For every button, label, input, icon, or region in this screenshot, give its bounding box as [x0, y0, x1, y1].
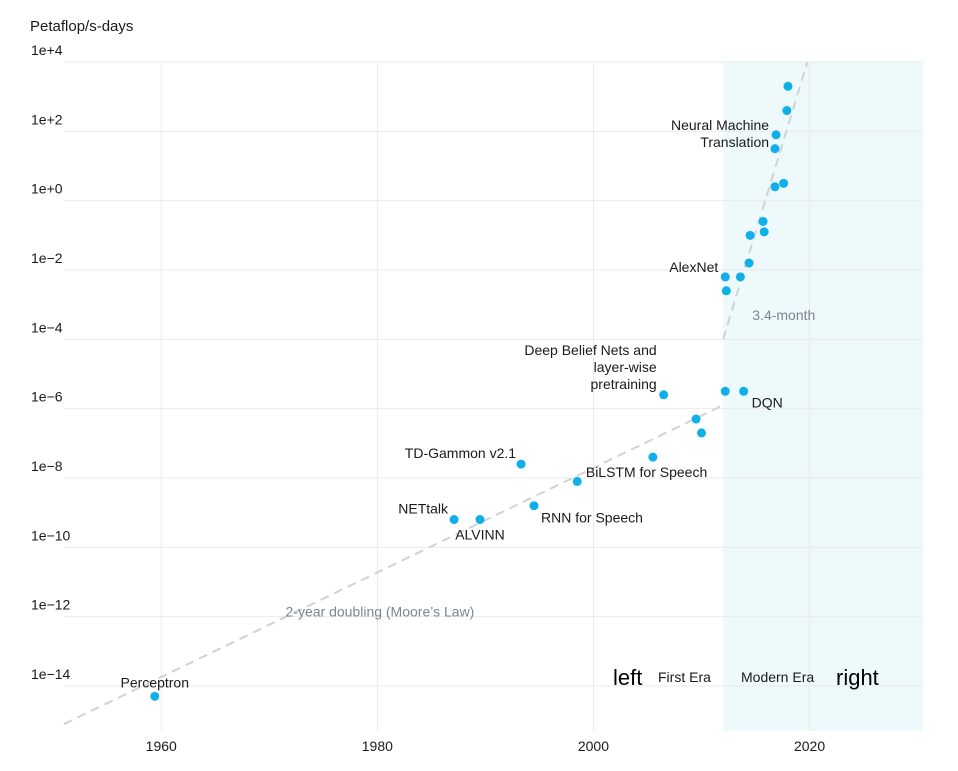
y-tick-label: 1e+0	[31, 181, 63, 197]
y-tick-label: 1e−4	[31, 319, 63, 335]
data-point	[475, 515, 485, 525]
point-label: Neural Machine	[671, 117, 769, 133]
point-label: pretraining	[591, 376, 657, 392]
data-point	[696, 428, 706, 438]
point-label: NETtalk	[398, 501, 449, 517]
era-label-modern: Modern Era	[741, 669, 814, 685]
y-axis-ticks: 1e+4 1e+2 1e+0 1e−2 1e−4 1e−6 1e−8 1e−10 1e−12 1e…	[31, 42, 71, 682]
y-tick-label: 1e+4	[31, 42, 63, 58]
era-label-first: First Era	[658, 669, 711, 685]
data-point	[529, 501, 539, 511]
era-labels: left First Era Modern Era right	[613, 665, 879, 690]
y-tick-label: 1e−14	[31, 666, 71, 682]
data-point	[745, 230, 755, 240]
point-label: TD-Gammon v2.1	[405, 445, 516, 461]
trend-line	[63, 404, 724, 725]
data-point	[783, 81, 793, 91]
data-point	[735, 272, 745, 282]
data-point	[759, 227, 769, 237]
era-word-right: right	[836, 665, 879, 690]
data-point	[779, 178, 789, 188]
trend-lines: 2-year doubling (Moore’s Law) 3.4-month	[63, 61, 815, 725]
data-point	[659, 390, 669, 400]
x-tick-label: 2000	[578, 738, 609, 754]
x-tick-label: 1960	[146, 738, 177, 754]
point-label: ALVINN	[455, 527, 505, 543]
trend-label-moores-law: 2-year doubling (Moore’s Law)	[286, 604, 475, 620]
y-tick-label: 1e−2	[31, 250, 63, 266]
data-point	[720, 272, 730, 282]
era-word-left: left	[613, 665, 642, 690]
data-point	[770, 144, 780, 154]
data-point	[770, 182, 780, 192]
data-point	[744, 258, 754, 268]
data-points	[150, 81, 793, 701]
modern-era-background	[723, 62, 923, 731]
trend-line	[722, 61, 809, 340]
y-tick-label: 1e−12	[31, 597, 71, 613]
data-point	[739, 386, 749, 396]
point-label: layer-wise	[594, 359, 657, 375]
data-point	[572, 476, 582, 486]
trend-label-3-4-month: 3.4-month	[752, 307, 815, 323]
x-axis-ticks: 1960 1980 2000 2020	[146, 738, 826, 754]
point-label: RNN for Speech	[541, 510, 643, 526]
data-point	[771, 130, 781, 140]
y-tick-label: 1e−6	[31, 389, 63, 405]
data-point	[720, 386, 730, 396]
data-point	[516, 459, 526, 469]
point-label: Deep Belief Nets and	[524, 342, 656, 358]
y-tick-label: 1e−10	[31, 527, 71, 543]
grid-lines	[64, 61, 923, 731]
y-axis-title: Petaflop/s-days	[30, 18, 134, 35]
point-label: AlexNet	[669, 259, 718, 275]
y-tick-label: 1e+2	[31, 111, 63, 127]
point-label: DQN	[752, 394, 783, 410]
point-labels: Perceptron NETtalk ALVINN TD-Gammon v2.1 RNN…	[121, 117, 783, 691]
data-point	[150, 691, 160, 701]
data-point	[648, 452, 658, 462]
y-tick-label: 1e−8	[31, 458, 63, 474]
data-point	[782, 106, 792, 116]
point-label: BiLSTM for Speech	[586, 464, 707, 480]
point-label: Perceptron	[121, 674, 189, 690]
data-point	[691, 414, 701, 424]
data-point	[758, 216, 768, 226]
point-label: Translation	[700, 134, 769, 150]
x-tick-label: 1980	[362, 738, 393, 754]
data-point	[721, 286, 731, 296]
data-point	[449, 515, 459, 525]
x-tick-label: 2020	[794, 738, 825, 754]
